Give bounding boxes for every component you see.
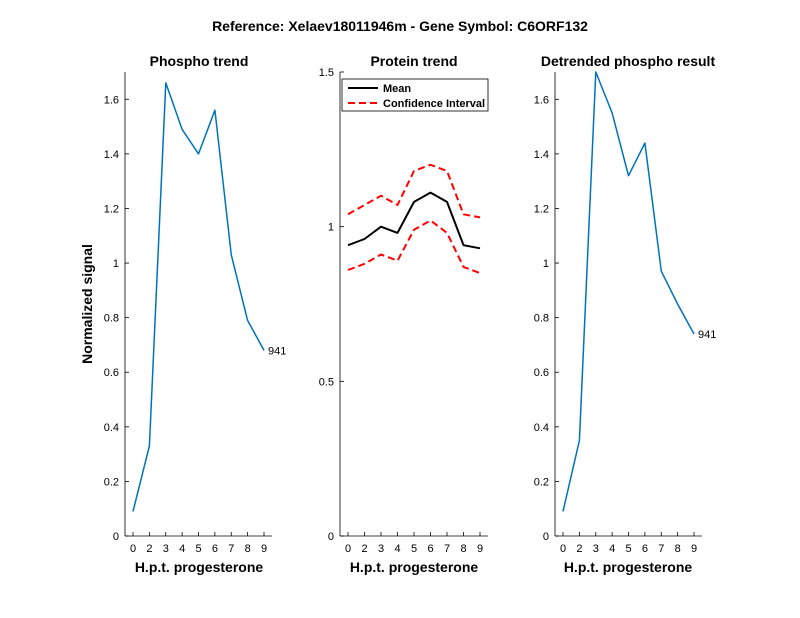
x-tick-label: 0: [560, 543, 566, 555]
y-tick-label: 0.2: [104, 476, 119, 488]
x-tick-label: 8: [245, 543, 251, 555]
x-axis-label: H.p.t. progesterone: [564, 559, 693, 575]
x-tick-label: 2: [146, 543, 152, 555]
y-tick-label: 1.2: [104, 203, 119, 215]
y-tick-label: 0.4: [104, 422, 119, 434]
y-tick-label: 1.2: [534, 203, 549, 215]
legend: Mean Confidence Interval: [341, 78, 489, 112]
phospho-trend-panel: Phospho trend H.p.t. progesterone Normal…: [79, 53, 286, 575]
x-tick-label: 5: [195, 543, 201, 555]
y-tick-label: 0.6: [534, 367, 549, 379]
y-tick-label: 1.4: [534, 149, 549, 161]
y-tick-label: 1: [113, 258, 119, 270]
x-tick-label: 3: [378, 543, 384, 555]
y-tick-label: 0.6: [104, 367, 119, 379]
end-point-label: 941: [268, 345, 286, 357]
x-tick-label: 7: [658, 543, 664, 555]
y-tick-label: 1.6: [534, 94, 549, 106]
protein-trend-panel: Protein trend H.p.t. progesterone Mean C…: [319, 53, 489, 575]
y-tick-label: 1.5: [319, 67, 334, 79]
y-tick-label: 0.2: [534, 476, 549, 488]
legend-mean-label: Mean: [383, 83, 411, 95]
y-tick-label: 0: [543, 531, 549, 543]
x-axis-label: H.p.t. progesterone: [350, 559, 479, 575]
y-tick-label: 0: [328, 531, 334, 543]
end-point-label: 941: [698, 329, 716, 341]
x-tick-label: 0: [345, 543, 351, 555]
x-tick-label: 4: [609, 543, 615, 555]
data-line: [132, 82, 265, 512]
y-tick-label: 0.8: [104, 313, 119, 325]
y-tick-label: 1: [328, 222, 334, 234]
legend-ci-label: Confidence Interval: [383, 98, 485, 110]
legend-box: [341, 78, 489, 112]
x-tick-label: 9: [691, 543, 697, 555]
panel-title: Protein trend: [370, 53, 457, 69]
x-tick-label: 5: [625, 543, 631, 555]
mean-line: [347, 191, 481, 250]
x-tick-label: 6: [212, 543, 218, 555]
x-tick-label: 7: [444, 543, 450, 555]
x-tick-label: 5: [411, 543, 417, 555]
ci-upper-line: [347, 163, 481, 219]
x-tick-label: 4: [179, 543, 185, 555]
x-tick-label: 0: [130, 543, 136, 555]
x-tick-label: 3: [593, 543, 599, 555]
x-tick-label: 8: [675, 543, 681, 555]
x-tick-label: 2: [576, 543, 582, 555]
x-tick-label: 6: [642, 543, 648, 555]
y-tick-label: 1: [543, 258, 549, 270]
x-tick-label: 9: [261, 543, 267, 555]
x-axis-label: H.p.t. progesterone: [135, 559, 264, 575]
figure-title: Reference: Xelaev18011946m - Gene Symbol…: [212, 18, 588, 34]
data-line: [562, 71, 695, 512]
x-tick-label: 8: [460, 543, 466, 555]
panel-title: Phospho trend: [150, 53, 249, 69]
x-tick-label: 7: [228, 543, 234, 555]
x-tick-label: 2: [361, 543, 367, 555]
y-axis-label: Normalized signal: [79, 244, 95, 364]
x-tick-label: 6: [427, 543, 433, 555]
y-tick-label: 1.4: [104, 149, 119, 161]
ci-lower-line: [347, 219, 481, 275]
y-tick-label: 0.5: [319, 376, 334, 388]
y-tick-label: 0.8: [534, 313, 549, 325]
y-tick-label: 0: [113, 531, 119, 543]
x-tick-label: 3: [163, 543, 169, 555]
y-tick-label: 1.6: [104, 94, 119, 106]
x-tick-label: 9: [477, 543, 483, 555]
detrended-phospho-panel: Detrended phospho result H.p.t. progeste…: [534, 53, 717, 575]
x-tick-label: 4: [394, 543, 400, 555]
panel-title: Detrended phospho result: [541, 53, 716, 69]
y-tick-label: 0.4: [534, 422, 549, 434]
